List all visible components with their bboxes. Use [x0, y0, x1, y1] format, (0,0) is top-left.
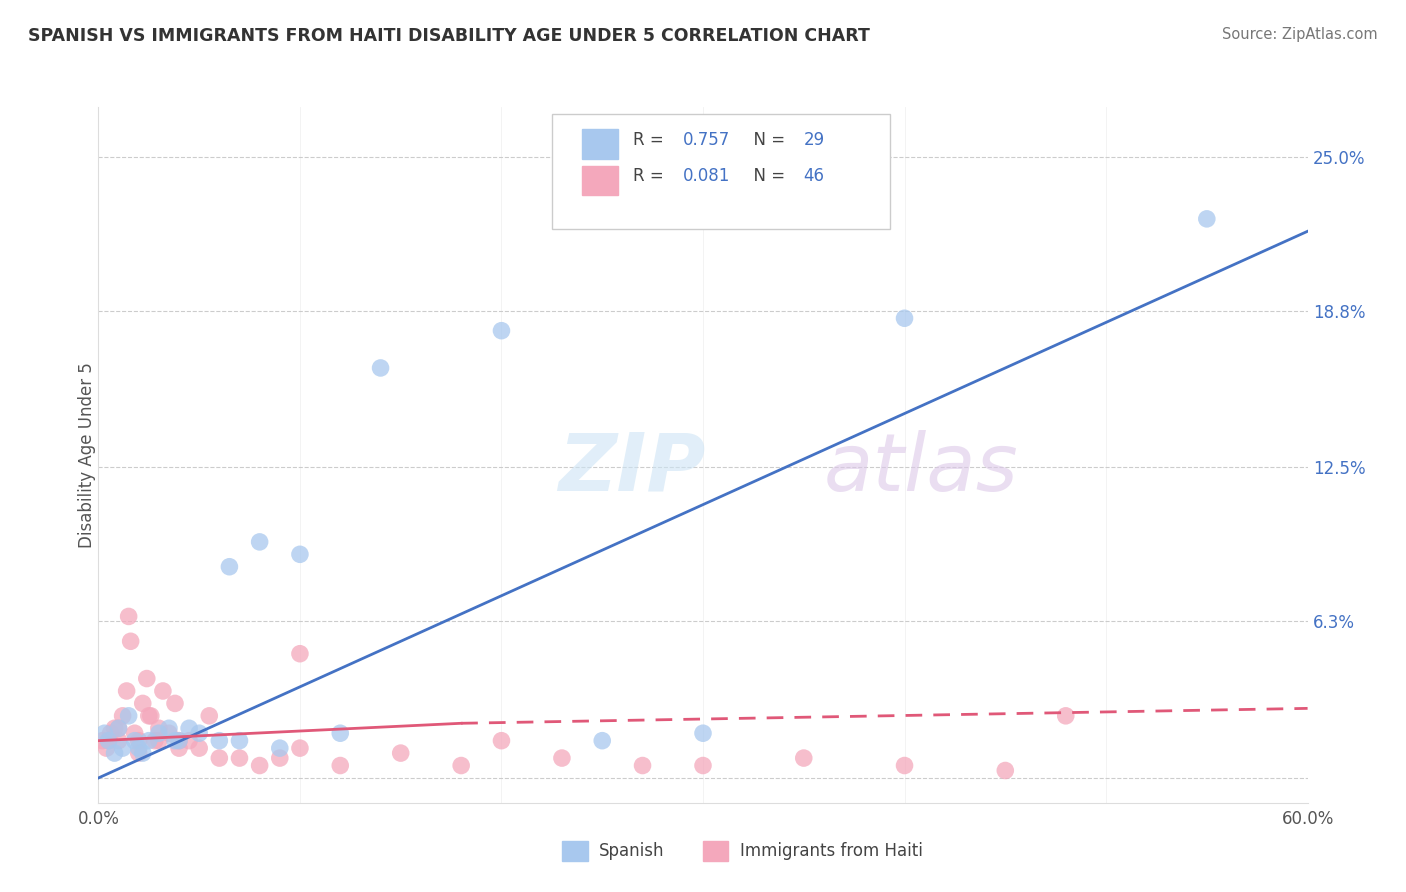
Point	[692, 726, 714, 740]
Point	[893, 758, 915, 772]
Point	[269, 741, 291, 756]
Point	[288, 647, 311, 661]
Text: Spanish: Spanish	[599, 842, 665, 860]
Point	[111, 708, 134, 723]
Point	[692, 758, 714, 772]
Point	[107, 733, 129, 747]
Point	[163, 697, 186, 711]
Point	[249, 535, 271, 549]
Point	[370, 361, 392, 376]
Point	[1195, 211, 1218, 226]
Point	[179, 733, 201, 747]
Point	[118, 708, 141, 723]
Point	[103, 721, 125, 735]
Point	[793, 751, 815, 765]
Point	[91, 733, 114, 747]
Y-axis label: Disability Age Under 5: Disability Age Under 5	[79, 362, 96, 548]
Point	[124, 733, 146, 747]
Point	[188, 726, 211, 740]
Text: Source: ZipAtlas.com: Source: ZipAtlas.com	[1222, 27, 1378, 42]
Point	[148, 721, 170, 735]
Point	[208, 733, 231, 747]
Point	[124, 726, 146, 740]
Point	[288, 547, 311, 561]
Point	[491, 733, 513, 747]
Point	[551, 751, 574, 765]
Point	[269, 751, 291, 765]
Point	[188, 741, 211, 756]
Point	[288, 741, 311, 756]
Point	[389, 746, 412, 760]
Text: Immigrants from Haiti: Immigrants from Haiti	[740, 842, 922, 860]
FancyBboxPatch shape	[582, 129, 619, 159]
Point	[115, 684, 138, 698]
Point	[128, 741, 150, 756]
Point	[120, 634, 142, 648]
Text: N =: N =	[742, 168, 790, 186]
Text: 46: 46	[803, 168, 824, 186]
Point	[128, 746, 150, 760]
Point	[132, 746, 155, 760]
Point	[208, 751, 231, 765]
Text: 29: 29	[803, 130, 824, 149]
Point	[143, 733, 166, 747]
Point	[631, 758, 654, 772]
Point	[93, 726, 115, 740]
Point	[218, 559, 240, 574]
Point	[491, 324, 513, 338]
Point	[107, 721, 129, 735]
Point	[167, 741, 190, 756]
Point	[103, 746, 125, 760]
Point	[249, 758, 271, 772]
Point	[893, 311, 915, 326]
Point	[167, 733, 190, 747]
Point	[138, 733, 160, 747]
Point	[118, 609, 141, 624]
Point	[1054, 708, 1077, 723]
Text: R =: R =	[633, 130, 669, 149]
Point	[148, 726, 170, 740]
Text: N =: N =	[742, 130, 790, 149]
Text: 0.757: 0.757	[682, 130, 730, 149]
Point	[167, 733, 190, 747]
Point	[148, 733, 170, 747]
Point	[157, 726, 180, 740]
Point	[329, 758, 352, 772]
Point	[139, 708, 162, 723]
Point	[163, 733, 186, 747]
Point	[97, 733, 120, 747]
Text: R =: R =	[633, 168, 669, 186]
FancyBboxPatch shape	[582, 166, 619, 195]
Point	[97, 733, 120, 747]
Text: 0.081: 0.081	[682, 168, 730, 186]
Point	[111, 741, 134, 756]
Point	[591, 733, 613, 747]
Point	[157, 721, 180, 735]
Point	[450, 758, 472, 772]
Point	[994, 764, 1017, 778]
Point	[128, 733, 150, 747]
Point	[329, 726, 352, 740]
Point	[179, 721, 201, 735]
Point	[135, 672, 157, 686]
Text: SPANISH VS IMMIGRANTS FROM HAITI DISABILITY AGE UNDER 5 CORRELATION CHART: SPANISH VS IMMIGRANTS FROM HAITI DISABIL…	[28, 27, 870, 45]
Point	[228, 751, 250, 765]
Point	[228, 733, 250, 747]
Point	[198, 708, 221, 723]
Point	[138, 708, 160, 723]
Point	[152, 684, 174, 698]
Point	[100, 726, 122, 740]
Point	[107, 721, 129, 735]
Point	[132, 697, 155, 711]
Text: atlas: atlas	[824, 430, 1019, 508]
Point	[96, 741, 118, 756]
Text: ZIP: ZIP	[558, 430, 706, 508]
FancyBboxPatch shape	[553, 114, 890, 229]
